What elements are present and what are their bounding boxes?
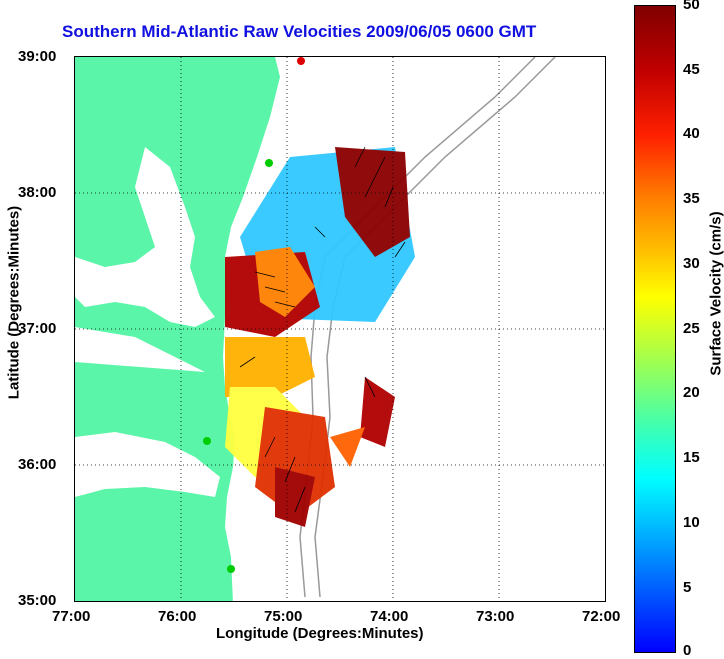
y-tick: 37:00 bbox=[18, 320, 57, 337]
y-tick: 35:00 bbox=[18, 592, 57, 609]
colorbar-tick: 30 bbox=[683, 255, 700, 272]
velocity-field bbox=[225, 147, 415, 527]
y-axis-label: Latitude (Degrees:Minutes) bbox=[5, 205, 23, 400]
x-tick: 77:00 bbox=[52, 608, 91, 625]
colorbar-tick: 5 bbox=[683, 579, 692, 596]
colorbar-tick: 45 bbox=[683, 61, 700, 78]
x-tick: 75:00 bbox=[264, 608, 303, 625]
contour-line bbox=[299, 57, 536, 598]
colorbar-tick: 40 bbox=[683, 125, 700, 142]
gridlines bbox=[75, 57, 605, 601]
colorbar bbox=[634, 5, 676, 653]
colorbar-tick: 50 bbox=[683, 0, 700, 13]
x-axis-label: Longitude (Degrees:Minutes) bbox=[216, 625, 424, 642]
colorbar-tick: 15 bbox=[683, 449, 700, 466]
colorbar-tick: 25 bbox=[683, 320, 700, 337]
y-tick: 39:00 bbox=[18, 48, 57, 65]
bay-channel bbox=[75, 327, 205, 372]
x-tick: 76:00 bbox=[158, 608, 197, 625]
map-canvas bbox=[75, 57, 605, 601]
colorbar-tick: 20 bbox=[683, 384, 700, 401]
station-marker bbox=[203, 437, 211, 445]
contour-line bbox=[314, 57, 556, 598]
velocity-map bbox=[74, 56, 606, 602]
colorbar-tick: 35 bbox=[683, 190, 700, 207]
x-tick: 72:00 bbox=[582, 608, 621, 625]
y-tick: 38:00 bbox=[18, 184, 57, 201]
x-tick: 73:00 bbox=[476, 608, 515, 625]
chesapeake-bay bbox=[75, 147, 215, 327]
station-marker bbox=[265, 159, 273, 167]
map-title: Southern Mid-Atlantic Raw Velocities 200… bbox=[62, 22, 537, 41]
y-tick: 36:00 bbox=[18, 456, 57, 473]
x-tick: 74:00 bbox=[370, 608, 409, 625]
colorbar-tick: 10 bbox=[683, 514, 700, 531]
sound-water bbox=[75, 432, 220, 497]
station-marker bbox=[297, 57, 305, 65]
colorbar-tick: 0 bbox=[683, 642, 692, 659]
station-marker bbox=[227, 565, 235, 573]
colorbar-label: Surface Velocity (cm/s) bbox=[707, 211, 724, 376]
